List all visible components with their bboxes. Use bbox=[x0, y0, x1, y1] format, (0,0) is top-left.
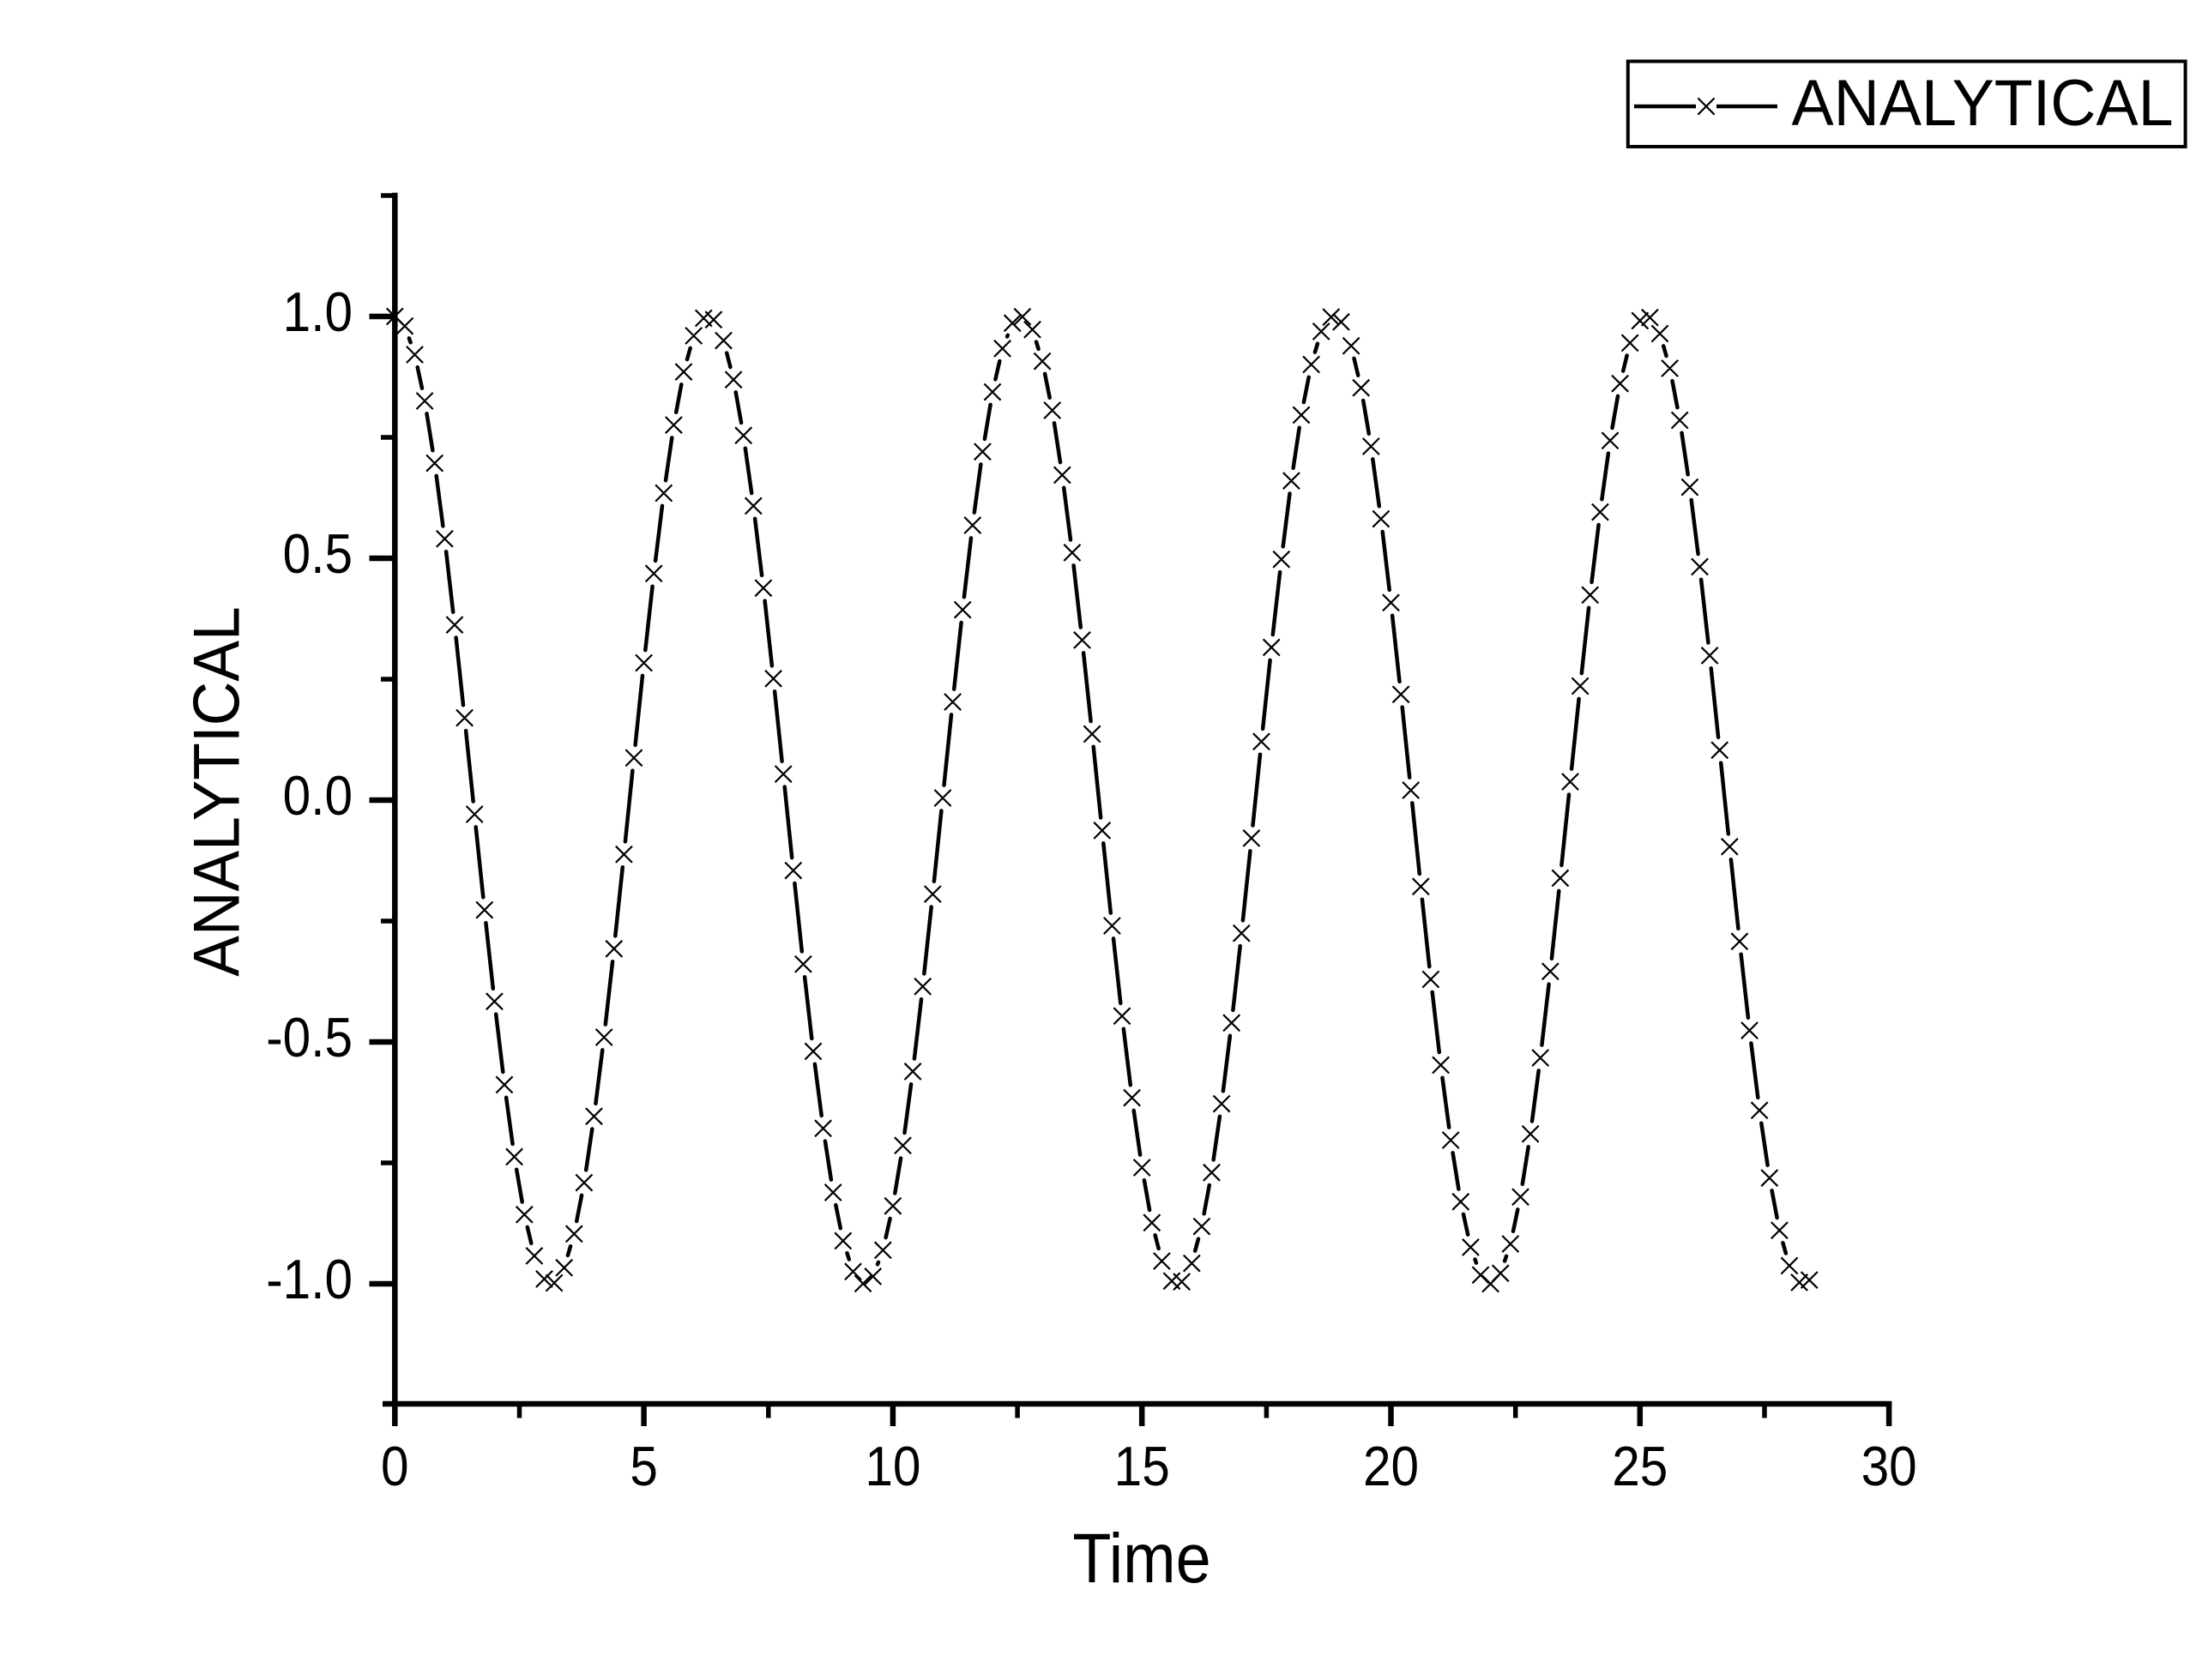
svg-text:5: 5 bbox=[630, 1436, 658, 1498]
svg-text:Time: Time bbox=[1072, 1518, 1210, 1598]
svg-text:10: 10 bbox=[865, 1436, 920, 1498]
svg-text:1.0: 1.0 bbox=[283, 281, 353, 344]
svg-text:20: 20 bbox=[1363, 1436, 1419, 1498]
svg-text:0.0: 0.0 bbox=[283, 765, 353, 828]
svg-text:25: 25 bbox=[1612, 1436, 1668, 1498]
svg-text:30: 30 bbox=[1861, 1436, 1917, 1498]
svg-text:ANALYTICAL: ANALYTICAL bbox=[179, 606, 253, 976]
svg-text:-0.5: -0.5 bbox=[266, 1007, 353, 1069]
svg-text:-1.0: -1.0 bbox=[266, 1249, 353, 1311]
svg-text:0: 0 bbox=[381, 1436, 409, 1498]
svg-text:ANALYTICAL: ANALYTICAL bbox=[1792, 66, 2174, 139]
svg-text:0.5: 0.5 bbox=[283, 523, 353, 586]
svg-text:15: 15 bbox=[1114, 1436, 1170, 1498]
